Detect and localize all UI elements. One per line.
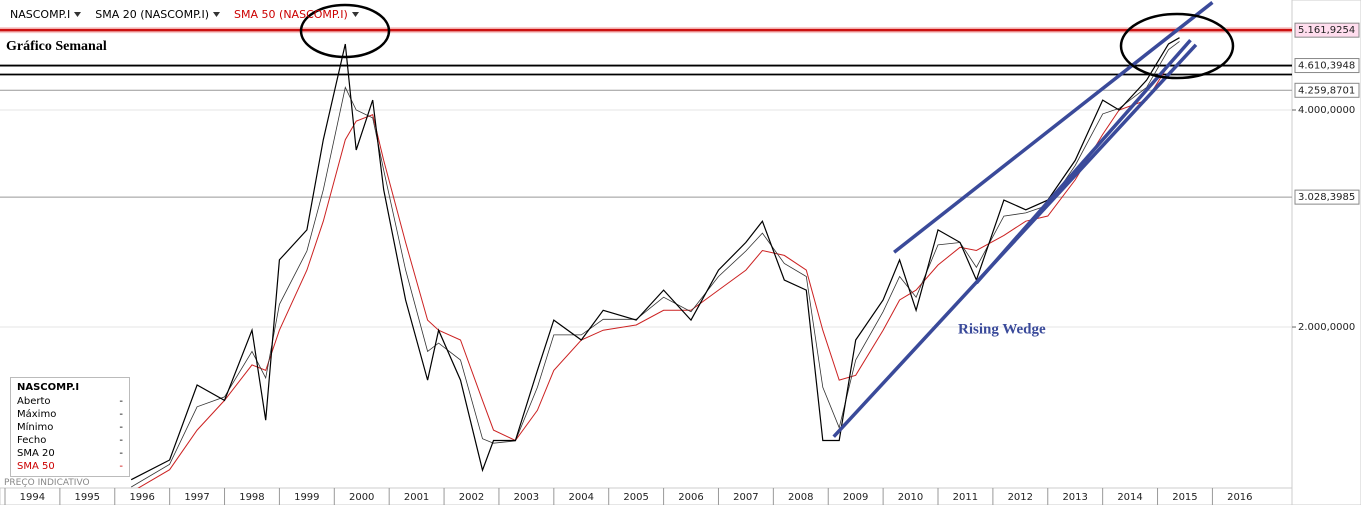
info-title: NASCOMP.I <box>17 382 80 393</box>
x-tick-label: 1998 <box>239 492 264 503</box>
info-label: SMA 20 <box>17 448 55 459</box>
info-value: - <box>119 448 123 459</box>
info-value: - <box>119 435 123 446</box>
series-line <box>130 37 1180 481</box>
x-tick-label: 2005 <box>623 492 648 503</box>
info-value: - <box>119 422 123 433</box>
level-label-box <box>1294 58 1360 74</box>
level-label: 4.259,8701 <box>1298 85 1355 96</box>
x-tick-label: 2010 <box>898 492 923 503</box>
x-tick-label: 1995 <box>75 492 100 503</box>
x-tick-label: 2016 <box>1227 492 1252 503</box>
series-name: SMA 50 (NASCOMP.I) <box>234 7 348 21</box>
level-label: 3.028,3985 <box>1298 192 1355 203</box>
series-line <box>137 54 1180 488</box>
info-row: Fecho - <box>17 434 123 447</box>
x-tick-label: 1999 <box>294 492 319 503</box>
trendline <box>893 1 1214 254</box>
series-name: NASCOMP.I <box>10 7 71 21</box>
x-tick-label: 2011 <box>953 492 978 503</box>
chart-title: Gráfico Semanal <box>6 39 107 54</box>
info-row: SMA 20 - <box>17 447 123 460</box>
info-label: Aberto <box>17 396 51 407</box>
x-tick-label: 2002 <box>459 492 484 503</box>
info-row: Aberto - <box>17 395 123 408</box>
x-tick-label: 1994 <box>20 492 45 503</box>
y-axis-panel <box>1291 0 1361 505</box>
info-row: Máximo - <box>17 408 123 421</box>
info-label: Fecho <box>17 435 47 446</box>
series-selector[interactable]: NASCOMP.I <box>10 7 82 21</box>
info-value: - <box>119 396 123 407</box>
level-label: 5.161,9254 <box>1298 25 1355 36</box>
footer: PREÇO INDICATIVO <box>4 478 90 488</box>
info-label: SMA 50 <box>17 461 55 472</box>
x-tick-label: 1997 <box>184 492 209 503</box>
x-tick-label: 2008 <box>788 492 813 503</box>
x-tick-label: 2003 <box>514 492 539 503</box>
highlight-ellipse <box>1119 12 1235 80</box>
series-selector[interactable]: SMA 50 (NASCOMP.I) <box>234 8 359 21</box>
info-label: Máximo <box>17 409 57 420</box>
x-axis-panel <box>0 487 1293 505</box>
info-label: Mínimo <box>17 422 54 433</box>
info-value: - <box>119 461 123 472</box>
annotation: Rising Wedge <box>958 321 1046 337</box>
series-line <box>130 41 1180 488</box>
x-tick-label: 1996 <box>129 492 154 503</box>
level-label-box <box>1294 189 1360 205</box>
level-label-box <box>1294 22 1360 38</box>
x-tick-label: 2014 <box>1117 492 1142 503</box>
x-tick-label: 2000 <box>349 492 374 503</box>
info-row: Mínimo - <box>17 421 123 434</box>
highlight-ellipse <box>299 3 391 59</box>
level-label: 4.610,3948 <box>1298 61 1355 72</box>
x-tick-label: 2007 <box>733 492 758 503</box>
y-tick-label: 2.000,0000 <box>1298 322 1355 333</box>
info-row: SMA 50 - <box>17 460 123 473</box>
series-name: SMA 20 (NASCOMP.I) <box>95 7 210 21</box>
trendline <box>975 38 1192 285</box>
series-selector[interactable]: SMA 20 (NASCOMP.I) <box>95 7 221 21</box>
x-tick-label: 2015 <box>1172 492 1197 503</box>
info-box: NASCOMP.I Aberto - Máximo - Mínimo - Fecho - SMA… <box>10 377 130 477</box>
x-tick-label: 2004 <box>569 492 594 503</box>
x-tick-label: 2009 <box>843 492 868 503</box>
x-tick-label: 2001 <box>404 492 429 503</box>
info-value: - <box>119 409 123 420</box>
x-tick-label: 2006 <box>678 492 703 503</box>
x-tick-label: 2013 <box>1062 492 1087 503</box>
y-tick-label: 4.000,0000 <box>1298 105 1355 116</box>
toolbar: NASCOMP.I SMA 20 (NASCOMP.I) SMA 50 (NAS… <box>0 0 1292 28</box>
x-tick-label: 2012 <box>1008 492 1033 503</box>
level-label-box <box>1294 82 1360 98</box>
